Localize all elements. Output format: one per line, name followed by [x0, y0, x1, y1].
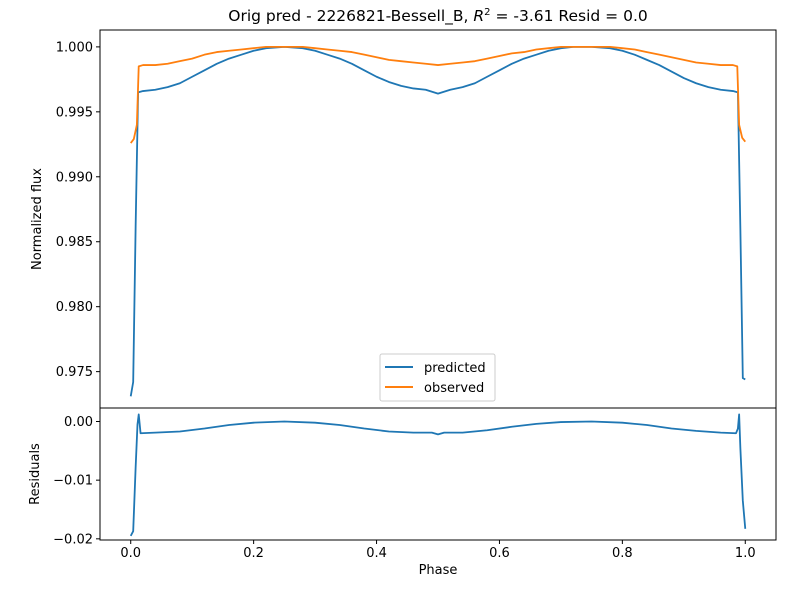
flux-y-tick-label: 0.975: [56, 365, 93, 380]
x-tick-label: 1.0: [735, 546, 756, 561]
legend-label-predicted: predicted: [424, 361, 486, 376]
legend-box: [379, 353, 496, 402]
flux-y-ticks: 0.975 0.980 0.985 0.990 0.995 1.000: [56, 40, 100, 380]
x-tick-label: 0.2: [243, 546, 264, 561]
title-superscript: 2: [484, 7, 490, 18]
residuals-panel-frame: [99, 407, 777, 541]
x-axis-label: Phase: [419, 563, 458, 578]
flux-panel: 0.975 0.980 0.985 0.990 0.995 1.000 Normalize…: [30, 29, 777, 409]
x-tick-label: 0.4: [366, 546, 387, 561]
legend: predicted observed: [379, 353, 496, 402]
residuals-series-line-series-0: [129, 413, 747, 537]
residuals-y-tick-label: −0.02: [53, 532, 93, 547]
x-ticks: 0.0 0.2 0.4 0.6 0.8 1.0: [120, 540, 756, 561]
residuals-y-axis-label: Residuals: [28, 443, 43, 505]
flux-y-tick-label: 0.980: [56, 300, 93, 315]
legend-label-observed: observed: [424, 381, 484, 396]
chart-title: Orig pred - 2226821-Bessell_B, R2 = -3.6…: [228, 7, 647, 26]
title-r: R: [473, 7, 484, 25]
title-prefix: Orig pred - 2226821-Bessell_B,: [228, 7, 473, 26]
flux-y-tick-label: 0.995: [56, 105, 93, 120]
flux-series-group: [129, 45, 746, 397]
flux-y-tick-label: 1.000: [56, 40, 93, 55]
x-tick-label: 0.6: [489, 546, 510, 561]
residuals-y-tick-label: 0.00: [64, 415, 93, 430]
flux-series-line-observed: [130, 45, 746, 144]
title-suffix: = -3.61 Resid = 0.0: [491, 7, 648, 25]
residuals-series-group: [129, 413, 747, 537]
x-tick-label: 0.0: [120, 546, 141, 561]
flux-y-tick-label: 0.990: [56, 170, 93, 185]
flux-y-axis-label: Normalized flux: [30, 168, 45, 270]
flux-series-line-predicted: [129, 45, 746, 397]
residuals-panel: 0.00 −0.01 −0.02 0.0 0.2 0.4 0.6 0.8 1.0 Residu…: [28, 407, 777, 578]
x-tick-label: 0.8: [612, 546, 633, 561]
residuals-y-tick-label: −0.01: [53, 474, 93, 489]
flux-y-tick-label: 0.985: [56, 235, 93, 250]
residuals-y-ticks: 0.00 −0.01 −0.02: [53, 415, 100, 547]
